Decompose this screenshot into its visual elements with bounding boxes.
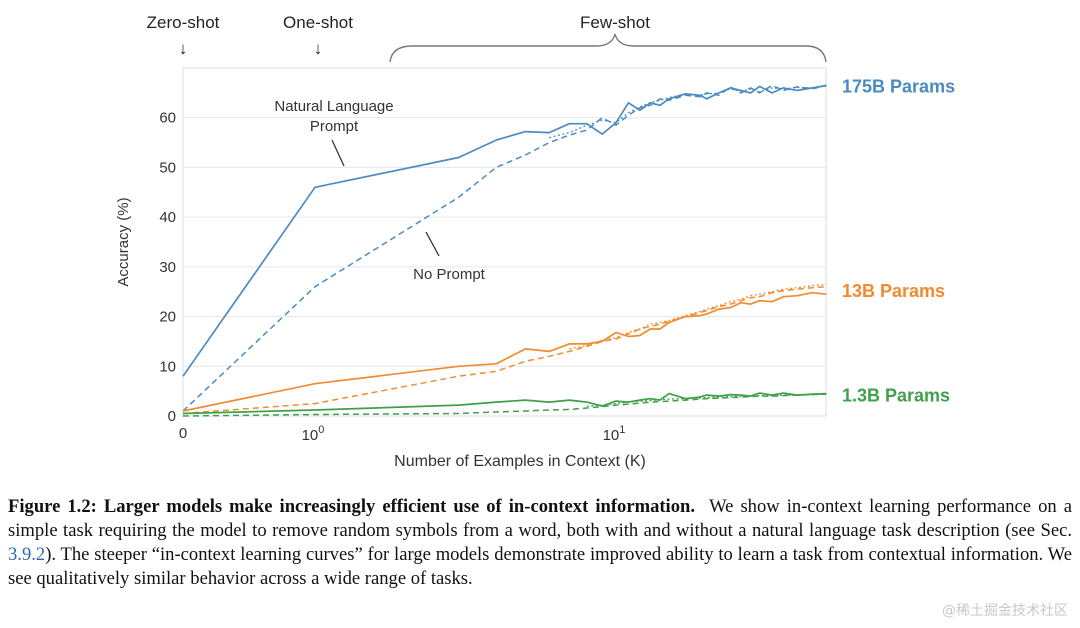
series-label-13B: 13B Params [842,281,945,301]
series-line-1-3B-dotted [586,393,827,407]
x-tick-label-1-exp: 0 [318,424,324,436]
caption-label: Figure 1.2: [8,496,97,517]
caption-section-link[interactable]: 3.9.2 [8,544,46,565]
annotation-natural-language: Natural Language [274,98,393,115]
caption-text-part1: We show in-context learning performance … [8,496,1072,541]
series-line-13B-dashed [182,285,827,415]
x-tick-label-1: 100 [302,424,325,444]
phase-few-shot-label: Few-shot [580,13,650,32]
series-label-1-3B: 1.3B Params [842,386,950,406]
y-tick-label-0: 0 [168,408,176,425]
x-tick-label-10-exp: 1 [619,424,625,436]
few-shot-brace [389,33,827,63]
series-layer [182,84,827,417]
series-line-175B-dashed [182,84,827,412]
x-tick-label-10-base: 10 [603,427,620,444]
y-tick-label-10: 10 [159,358,176,375]
y-tick-label-50: 50 [159,159,176,176]
grid [183,117,826,367]
series-line-13B-dotted [569,283,827,350]
series-line-175B-dotted [549,85,827,139]
annotation-no-prompt: No Prompt [413,266,486,283]
series-line-175B-solid [182,84,827,377]
x-tick-label-10: 101 [603,424,626,444]
figure-caption: Figure 1.2: Larger models make increasin… [8,495,1072,591]
annotation-natural-language-pointer [331,139,345,167]
y-tick-labels: 0 10 20 30 40 50 60 [159,110,176,425]
watermark: @稀土掘金技术社区 [942,603,1068,619]
phase-one-shot-arrow: ↓ [314,39,323,58]
annotation-prompt: Prompt [310,118,359,135]
x-axis-label: Number of Examples in Context (K) [394,453,646,470]
y-tick-label-30: 30 [159,259,176,276]
annotation-no-prompt-pointer [425,231,440,257]
caption-title: Larger models make increasingly efficien… [103,496,696,517]
caption-text-part2: ). The steeper “in-context learning curv… [8,544,1072,589]
series-label-175B: 175B Params [842,76,955,96]
y-tick-label-60: 60 [159,110,176,127]
x-tick-label-0: 0 [179,425,187,442]
y-tick-label-20: 20 [159,309,176,326]
series-line-1-3B-solid [182,392,827,415]
x-tick-label-1-base: 10 [302,427,319,444]
series-labels: 175B Params 13B Params 1.3B Params [842,76,955,405]
phase-zero-shot-arrow: ↓ [179,39,188,58]
phase-one-shot-label: One-shot [283,13,353,32]
plot-area [182,67,827,417]
chart: Zero-shot ↓ One-shot ↓ Few-shot 01020304… [115,13,955,470]
series-line-13B-solid [182,291,827,412]
series-line-1-3B-dashed [182,393,827,417]
y-axis-label: Accuracy (%) [115,197,132,286]
y-tick-label-40: 40 [159,209,176,226]
phase-zero-shot-label: Zero-shot [147,13,220,32]
